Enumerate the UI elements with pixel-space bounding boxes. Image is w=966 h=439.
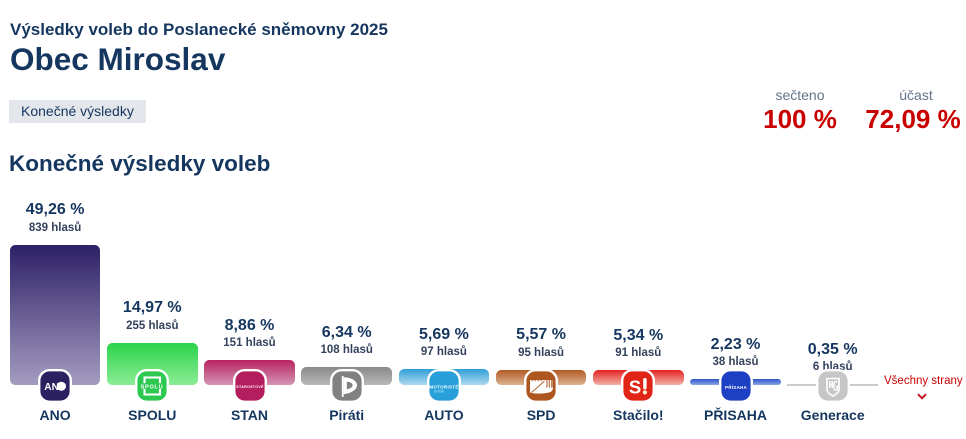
- svg-text:AN: AN: [44, 382, 59, 393]
- svg-text:MOTORISTÉ: MOTORISTÉ: [429, 382, 458, 389]
- svg-text:STAROSTOVÉ: STAROSTOVÉ: [236, 384, 264, 389]
- svg-text:SPOLU: SPOLU: [141, 384, 164, 390]
- svg-text:SOBĚ: SOBĚ: [434, 388, 445, 393]
- svg-text:PŘÍSAHA: PŘÍSAHA: [724, 383, 747, 390]
- svg-text:S: S: [629, 376, 641, 397]
